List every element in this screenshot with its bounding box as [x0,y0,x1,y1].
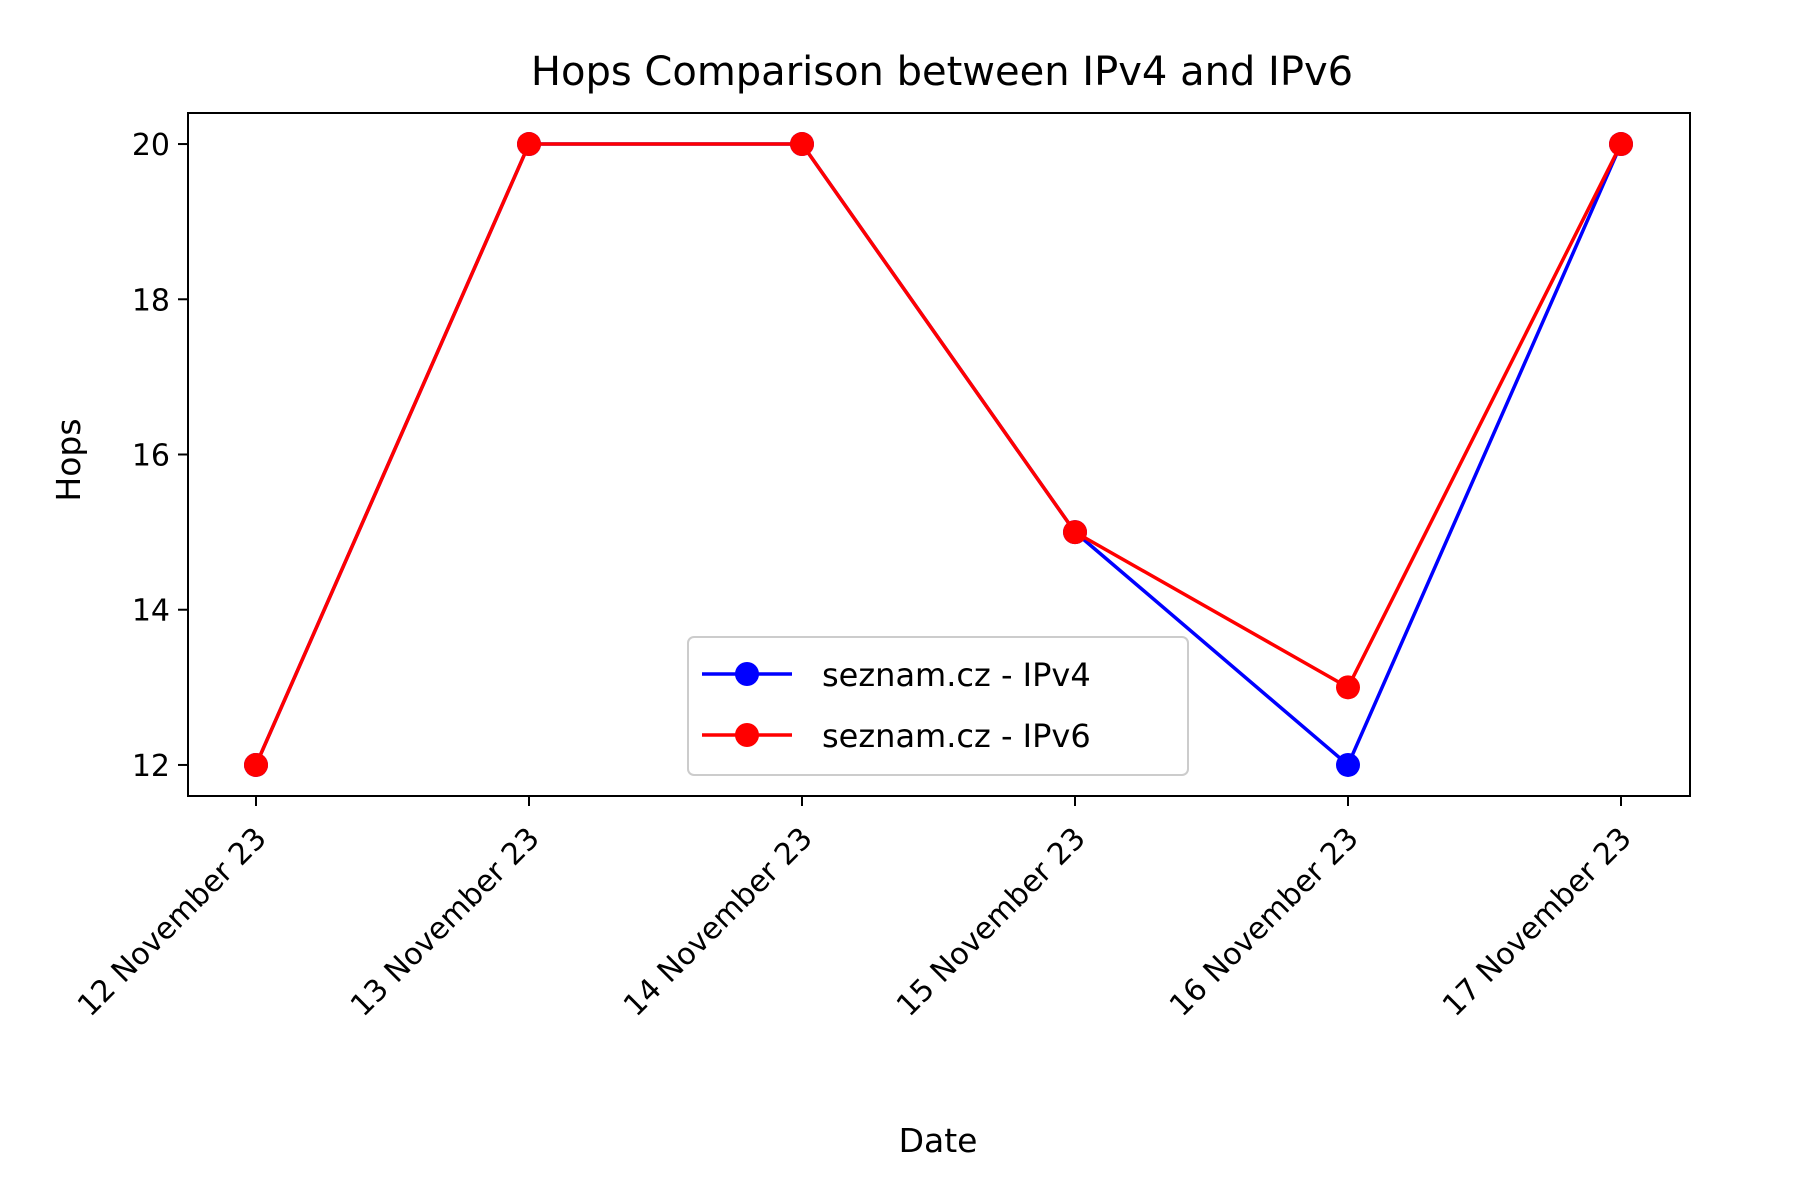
x-axis-label: Date [899,1121,978,1160]
data-point [1609,132,1633,157]
data-point [1336,675,1360,700]
series-line [254,142,1623,766]
legend-swatch-marker [735,723,759,747]
series-layer [244,132,1633,777]
legend-label-ipv6: seznam.cz - IPv6 [822,717,1091,755]
legend-box [687,636,1189,776]
y-axis-label: Hops [49,418,88,501]
y-tick-label: 14 [132,594,170,629]
data-point [790,132,814,157]
y-tick-label: 18 [132,283,170,318]
series-ipv6 [244,132,1633,777]
data-point [517,132,541,157]
y-tick-label: 12 [132,749,170,784]
y-tick-label: 16 [132,439,170,474]
y-axis: 12 14 16 18 20 [132,128,188,784]
data-point [1336,752,1360,777]
data-point [1063,520,1087,545]
legend: seznam.cz - IPv4 seznam.cz - IPv6 [687,636,1189,776]
chart-title: Hops Comparison between IPv4 and IPv6 [531,49,1353,95]
legend-label-ipv4: seznam.cz - IPv4 [822,656,1091,694]
legend-swatch-marker [735,662,759,686]
y-tick-label: 20 [132,128,170,163]
data-point [244,752,268,777]
